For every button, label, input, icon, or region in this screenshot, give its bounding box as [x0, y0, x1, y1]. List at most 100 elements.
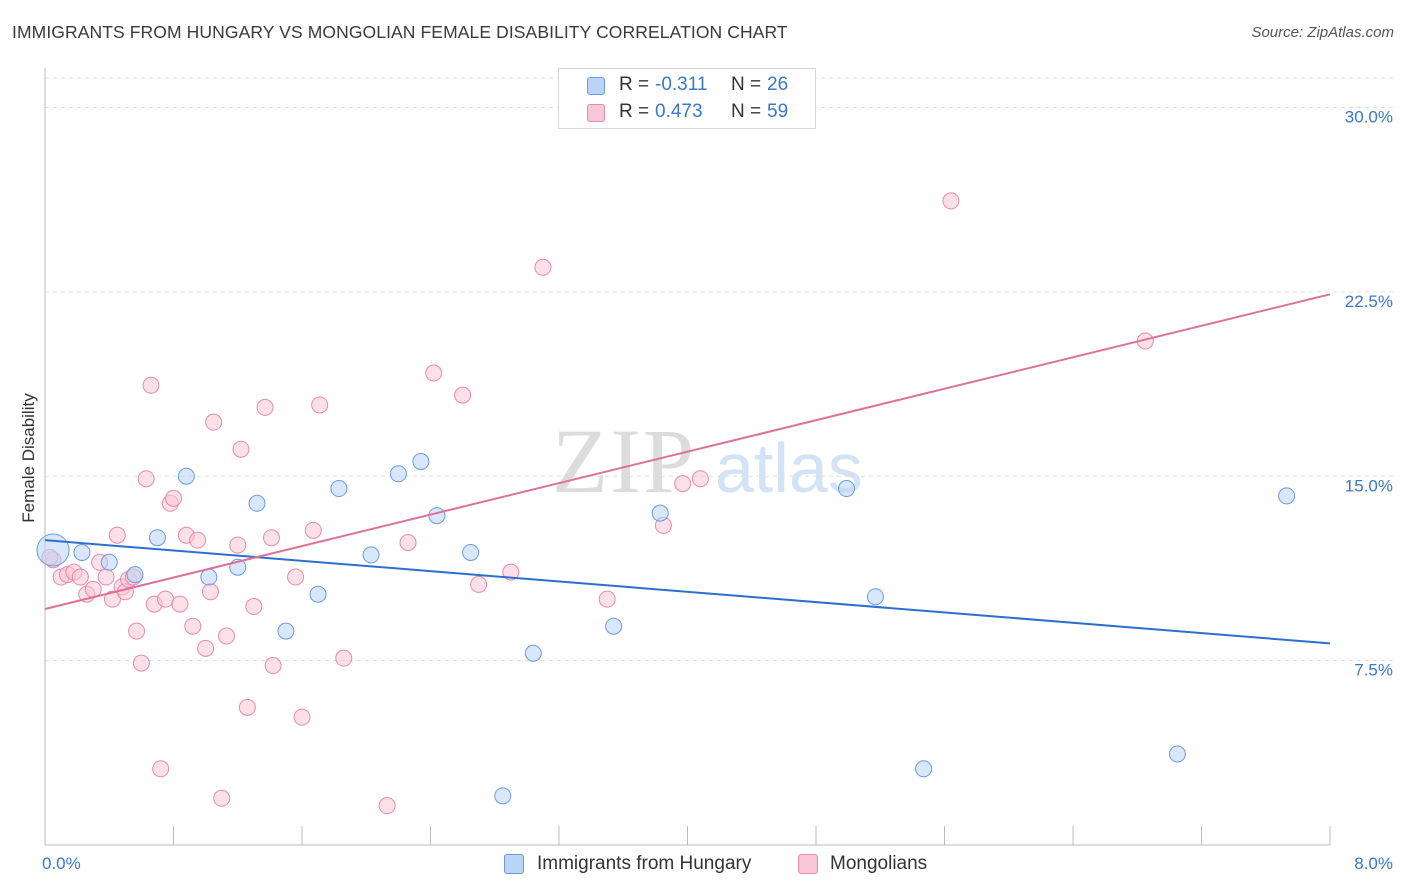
legend-swatch-hungary: [504, 854, 524, 874]
point-mongolians: [287, 568, 305, 586]
point-hungary: [524, 644, 542, 662]
point-mongolians: [218, 627, 236, 645]
point-mongolians: [142, 376, 160, 394]
point-mongolians: [598, 590, 616, 608]
point-mongolians: [502, 563, 520, 581]
correlation-legend: R = -0.311 N = 26 R = 0.473 N = 59: [558, 68, 816, 129]
point-mongolians: [213, 789, 231, 807]
point-hungary: [330, 480, 348, 498]
point-hungary: [651, 504, 669, 522]
trend-lines: [44, 293, 1331, 645]
point-hungary: [148, 529, 166, 547]
point-mongolians: [262, 529, 280, 547]
point-hungary: [100, 553, 118, 571]
point-hungary: [462, 543, 480, 561]
y-tick-label: 22.5%: [1345, 292, 1393, 311]
point-hungary: [1168, 745, 1186, 763]
legend-n-value: 59: [767, 101, 789, 122]
point-mongolians: [132, 654, 150, 672]
point-hungary: [362, 546, 380, 564]
legend-n-label: N =: [731, 74, 762, 95]
series-legend: Immigrants from Hungary Mongolians: [504, 851, 944, 877]
point-mongolians: [378, 797, 396, 815]
point-mongolians: [674, 475, 692, 493]
point-mongolians: [152, 760, 170, 778]
point-hungary: [248, 494, 266, 512]
legend-label-hungary: Immigrants from Hungary: [537, 853, 752, 874]
point-mongolians: [97, 568, 115, 586]
legend-r-value: -0.311: [655, 74, 708, 95]
tick-labels: 7.5% 15.0% 22.5% 30.0% 0.0% 8.0%: [42, 108, 1393, 874]
point-mongolians: [171, 595, 189, 613]
point-mongolians: [205, 413, 223, 431]
legend-swatch-mongolians: [587, 104, 605, 122]
legend-swatch-mongolians: [798, 854, 818, 874]
point-mongolians: [128, 622, 146, 640]
legend-r-label: R =: [619, 74, 650, 95]
point-mongolians: [156, 590, 174, 608]
point-mongolians: [189, 531, 207, 549]
point-mongolians: [108, 526, 126, 544]
point-mongolians: [399, 534, 417, 552]
point-hungary: [277, 622, 295, 640]
trend-line-hungary: [44, 539, 1331, 645]
point-hungary: [412, 453, 430, 470]
legend-r-value: 0.473: [655, 101, 703, 122]
point-mongolians: [942, 192, 960, 210]
point-mongolians: [197, 639, 215, 657]
x-tick-label: 8.0%: [1354, 854, 1393, 873]
trend-line-mongolians: [44, 293, 1331, 610]
series-mongolians: [41, 192, 1154, 815]
point-mongolians: [304, 521, 322, 539]
point-hungary: [177, 467, 195, 485]
point-hungary: [605, 617, 623, 635]
y-tick-label: 7.5%: [1354, 661, 1393, 680]
point-hungary: [1278, 487, 1296, 505]
point-mongolians: [691, 470, 709, 488]
point-mongolians: [311, 396, 329, 414]
point-hungary: [494, 787, 512, 805]
point-mongolians: [103, 590, 121, 608]
point-mongolians: [184, 617, 202, 635]
point-hungary: [915, 760, 933, 778]
point-hungary: [309, 585, 327, 603]
y-tick-label: 30.0%: [1345, 108, 1393, 127]
point-hungary: [428, 507, 446, 525]
point-hungary: [866, 588, 884, 606]
point-mongolians: [534, 258, 552, 276]
point-mongolians: [229, 536, 247, 554]
point-hungary: [73, 543, 91, 561]
point-mongolians: [335, 649, 353, 667]
point-mongolians: [470, 575, 488, 593]
point-mongolians: [454, 386, 472, 404]
y-tick-label: 15.0%: [1345, 476, 1393, 495]
point-mongolians: [232, 440, 250, 458]
point-hungary: [36, 533, 70, 567]
point-mongolians: [256, 398, 274, 416]
legend-r-label: R =: [619, 101, 650, 122]
point-mongolians: [264, 657, 282, 675]
y-axis-label: Female Disability: [19, 393, 38, 523]
chart-title: IMMIGRANTS FROM HUNGARY VS MONGOLIAN FEM…: [12, 22, 788, 42]
point-mongolians: [293, 708, 311, 726]
point-mongolians: [137, 470, 155, 488]
axis-layer: [44, 68, 1331, 846]
point-mongolians: [165, 489, 182, 507]
grid-layer: [45, 77, 1395, 662]
point-mongolians: [201, 583, 219, 601]
x-tick-label: 0.0%: [42, 854, 81, 873]
legend-n-value: 26: [767, 74, 789, 95]
point-hungary: [838, 480, 856, 498]
point-hungary: [126, 566, 144, 584]
point-mongolians: [425, 364, 443, 382]
legend-label-mongolians: Mongolians: [830, 853, 928, 874]
point-hungary: [200, 568, 218, 586]
point-hungary: [389, 465, 407, 483]
watermark-zip: ZIP: [552, 410, 696, 512]
source-credit: Source: ZipAtlas.com: [1251, 24, 1394, 41]
legend-swatch-hungary: [587, 77, 605, 95]
watermark: ZIP atlas: [552, 410, 863, 512]
point-mongolians: [71, 568, 89, 586]
legend-n-label: N =: [731, 101, 762, 122]
